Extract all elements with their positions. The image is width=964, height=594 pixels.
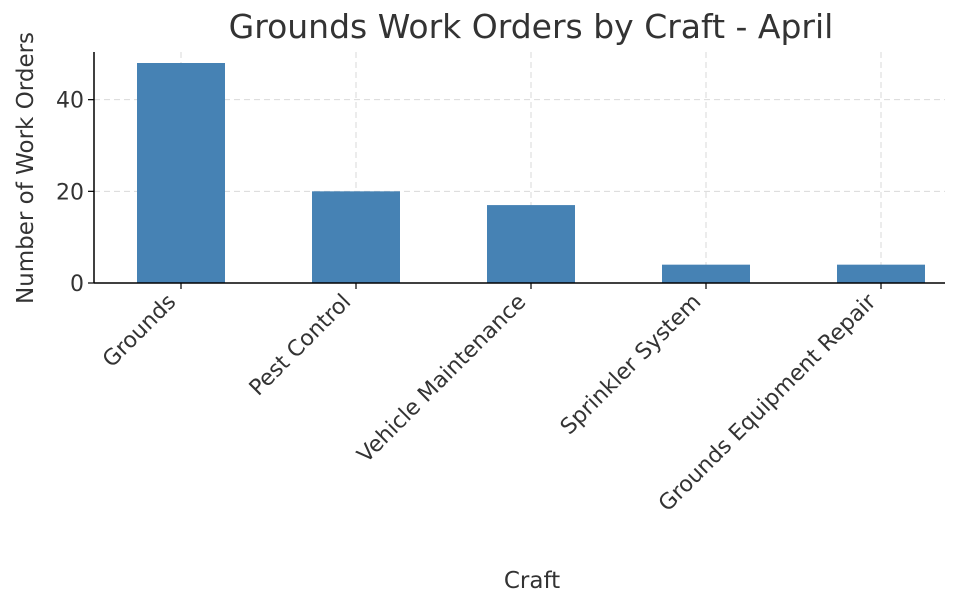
x-axis-label: Craft [504,568,560,594]
y-tick-label: 0 [70,272,84,297]
x-tick-label: Vehicle Maintenance [353,290,531,468]
bars [137,63,925,283]
y-tick-label: 40 [56,89,84,114]
y-tick-label: 20 [56,180,84,205]
y-axis-label: Number of Work Orders [13,32,39,304]
y-ticks: 0 20 40 [56,89,94,297]
bar [487,205,575,283]
bar [837,264,925,283]
x-tick-label: Sprinkler System [556,290,706,440]
axes [93,52,945,284]
x-tick-label: Pest Control [245,290,356,401]
bar [312,191,400,283]
bar [137,63,225,283]
chart-title: Grounds Work Orders by Craft - April [229,7,834,46]
bar [662,264,750,283]
x-tick-label: Grounds [98,290,181,373]
